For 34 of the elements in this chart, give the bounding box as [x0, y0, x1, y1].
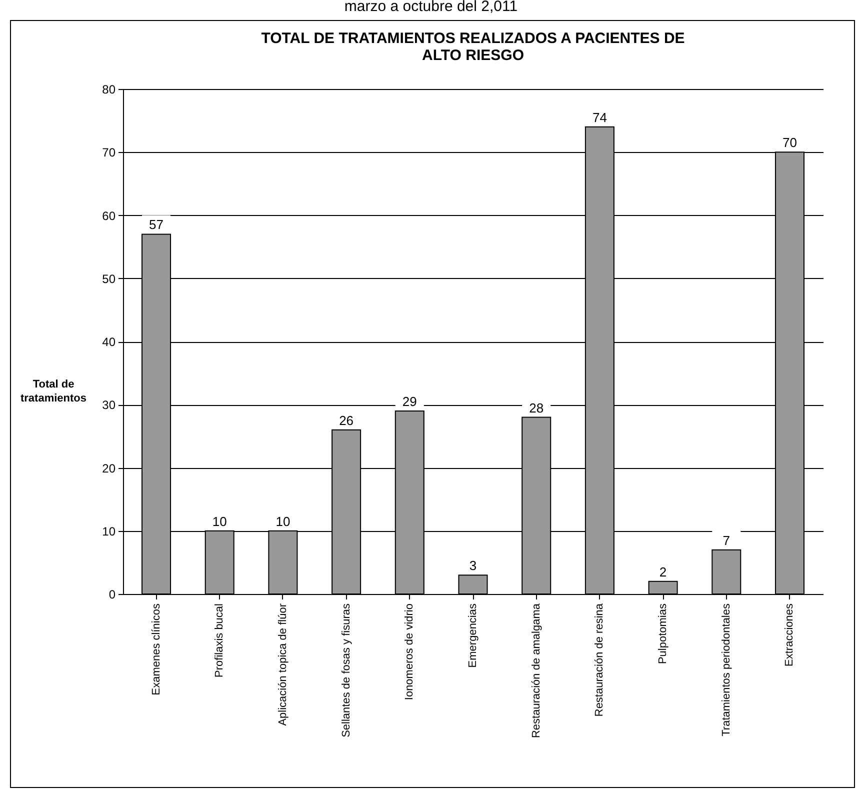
y-tick-label: 0: [108, 588, 116, 602]
data-label: 57: [149, 217, 164, 232]
x-tick-label: Ionomeros de vidrio: [404, 604, 416, 700]
y-tick-label: 60: [102, 208, 116, 223]
y-tick-label: 70: [102, 146, 116, 160]
data-label: 10: [276, 514, 290, 529]
x-tick-label: Profilaxis bucal: [214, 604, 226, 678]
data-label: 70: [782, 135, 797, 150]
x-tick-label: Sellantes de fosas y fisuras: [340, 603, 352, 738]
y-tick-label: 30: [102, 398, 116, 412]
data-label: 7: [722, 532, 730, 548]
data-label: 2: [659, 564, 667, 580]
x-tick-label: Examenes clínicos: [150, 603, 162, 696]
x-tick-label: Emergencias: [467, 603, 479, 668]
y-tick-label: 10: [102, 524, 116, 538]
x-tick-label: Extracciones: [784, 603, 796, 666]
text: marzo a octubre del 2,011: [343, 0, 519, 17]
y-axis-title: Total de tratamientos: [20, 378, 87, 404]
x-tick-label: Pulpotomias: [657, 603, 670, 664]
x-tick-label: Tratamientos periodontales: [720, 603, 732, 736]
data-label: 28: [529, 400, 544, 416]
data-label: 26: [339, 412, 354, 428]
y-tick-label: 40: [102, 335, 116, 349]
data-label: 74: [592, 110, 607, 125]
chart-title: TOTAL DE TRATAMIENTOS REALIZADOS A PACIENTES DE ALTO RIESGO: [261, 30, 685, 64]
x-tick-label: Restauración de resina: [594, 602, 606, 717]
x-tick-label: Restauración de amalgama: [530, 602, 542, 738]
data-label: 29: [402, 394, 417, 409]
y-tick-label: 80: [102, 82, 116, 96]
data-label: 3: [469, 558, 477, 574]
y-tick-label: 20: [102, 461, 116, 476]
x-tick-label: Aplicación topica de flúor: [276, 603, 289, 726]
data-label: 10: [212, 514, 227, 529]
y-tick-label: 50: [102, 272, 116, 286]
